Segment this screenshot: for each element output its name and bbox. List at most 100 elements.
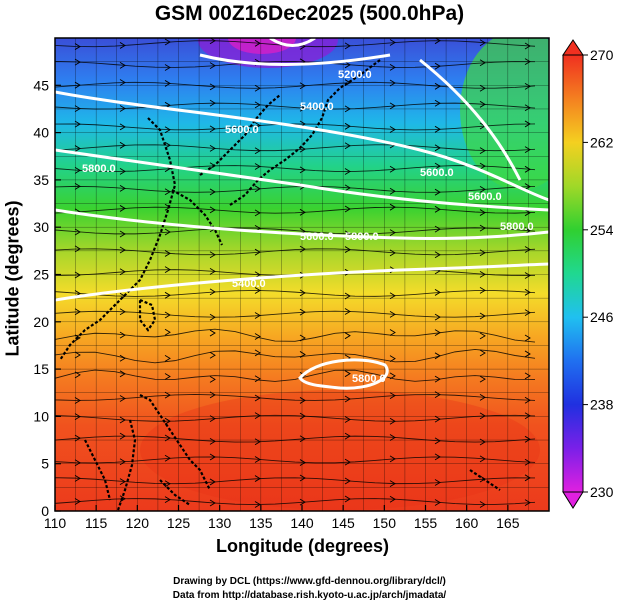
flow-arrow	[299, 208, 306, 216]
flow-arrow	[299, 104, 306, 112]
flow-arrow	[164, 354, 171, 362]
chart-title: GSM 00Z16Dec2025 (500.0hPa)	[154, 2, 465, 25]
flow-arrow	[299, 82, 306, 90]
y-tick-label: 20	[33, 314, 49, 330]
flow-arrow	[164, 64, 171, 71]
y-axis-label: Latitude (degrees)	[2, 200, 23, 357]
flow-arrow	[119, 370, 126, 378]
flow-arrow	[209, 99, 216, 107]
flow-arrow	[344, 246, 351, 253]
flow-arrow	[74, 58, 81, 66]
flow-arrow	[344, 42, 351, 50]
flow-arrow	[434, 352, 441, 360]
flow-arrow	[299, 474, 306, 482]
flow-arrow	[434, 144, 441, 152]
flow-arrow	[209, 145, 216, 152]
flow-arrow	[74, 120, 81, 128]
flow-arrow	[74, 474, 81, 482]
streamline	[55, 414, 536, 422]
flow-arrow	[164, 38, 171, 46]
y-tick-label: 15	[33, 361, 49, 377]
flow-arrow	[119, 168, 126, 175]
flow-arrow	[389, 480, 396, 488]
streamline	[55, 456, 536, 464]
y-tick-label: 25	[33, 267, 49, 283]
flow-arrow	[119, 185, 126, 192]
streamline	[55, 227, 536, 235]
flow-arrow	[524, 183, 531, 190]
flow-arrow	[344, 168, 351, 175]
streamline	[55, 144, 536, 152]
flow-arrow	[479, 186, 486, 193]
streamline	[55, 310, 536, 318]
flow-arrow	[119, 105, 126, 112]
flow-arrow	[299, 397, 306, 404]
low-center-label: 5800.0	[352, 373, 386, 385]
x-tick-label: 160	[455, 515, 479, 531]
colorbar-tick-label: 246	[590, 309, 614, 325]
x-tick-label: 120	[126, 515, 150, 531]
flow-arrow	[164, 311, 171, 319]
coastlines	[59, 59, 501, 511]
flow-arrow	[434, 453, 441, 461]
streamline	[55, 328, 536, 343]
y-tick-label: 45	[33, 77, 49, 93]
flow-arrow	[209, 62, 216, 70]
flow-arrow	[74, 498, 81, 505]
flow-arrow	[254, 312, 261, 319]
colorbar-tick-label: 238	[590, 397, 614, 413]
flow-arrow	[479, 224, 486, 232]
flow-arrow	[254, 287, 261, 294]
flow-arrow	[344, 142, 351, 150]
flow-arrow	[479, 209, 486, 216]
colorbar-tick-label: 230	[590, 484, 614, 500]
flow-arrow	[209, 268, 216, 275]
x-tick-label: 135	[249, 515, 273, 531]
flow-arrow	[389, 229, 396, 236]
flow-arrow	[344, 61, 351, 69]
flow-arrow	[434, 62, 441, 70]
contour-labels: 5200.0 5400.0 5600.0 5800.0 5600.0 5600.0 5800…	[82, 69, 534, 385]
flow-arrow	[164, 391, 171, 399]
flow-arrow	[209, 437, 216, 445]
colorbar-ticks: 230 238 246 254 262 270	[583, 47, 614, 500]
flow-arrow	[164, 250, 171, 257]
flow-arrow	[524, 474, 531, 482]
flow-arrow	[524, 309, 531, 317]
flow-arrow	[119, 246, 126, 254]
flow-arrow	[434, 375, 441, 383]
flow-arrow	[389, 64, 396, 71]
contour-label: 5600.0	[468, 191, 502, 203]
flow-arrow	[389, 329, 396, 336]
x-tick-label: 130	[208, 515, 232, 531]
flow-arrow	[389, 39, 396, 46]
flow-arrow	[254, 163, 261, 170]
flow-arrow	[254, 101, 261, 109]
contour-label: 5800.0	[82, 163, 116, 175]
flow-arrow	[479, 312, 486, 320]
colorbar-tick-label: 270	[590, 47, 614, 63]
flow-arrow	[389, 311, 396, 318]
flow-arrow	[479, 147, 486, 154]
flow-arrow	[119, 230, 126, 238]
flow-arrow	[209, 376, 216, 383]
flow-arrow	[389, 203, 396, 211]
y-tick-label: 35	[33, 172, 49, 188]
flow-arrow	[299, 459, 306, 466]
x-tick-label: 140	[290, 515, 314, 531]
credit-dcl: Drawing by DCL (https://www.gfd-dennou.o…	[173, 576, 446, 587]
flow-arrow	[74, 271, 81, 279]
flow-arrow	[299, 289, 306, 297]
flow-arrow	[74, 105, 81, 112]
colorbar-tick-label: 254	[590, 222, 614, 238]
flow-arrow	[164, 417, 171, 425]
flow-arrow	[434, 99, 441, 107]
flow-arrow	[524, 104, 531, 112]
streamline	[55, 498, 536, 505]
flow-arrow	[254, 394, 261, 402]
streamline	[55, 248, 536, 256]
flow-arrow	[74, 334, 81, 342]
flow-arrow	[164, 496, 171, 504]
flow-arrow	[119, 123, 126, 131]
flow-arrow	[524, 42, 531, 50]
